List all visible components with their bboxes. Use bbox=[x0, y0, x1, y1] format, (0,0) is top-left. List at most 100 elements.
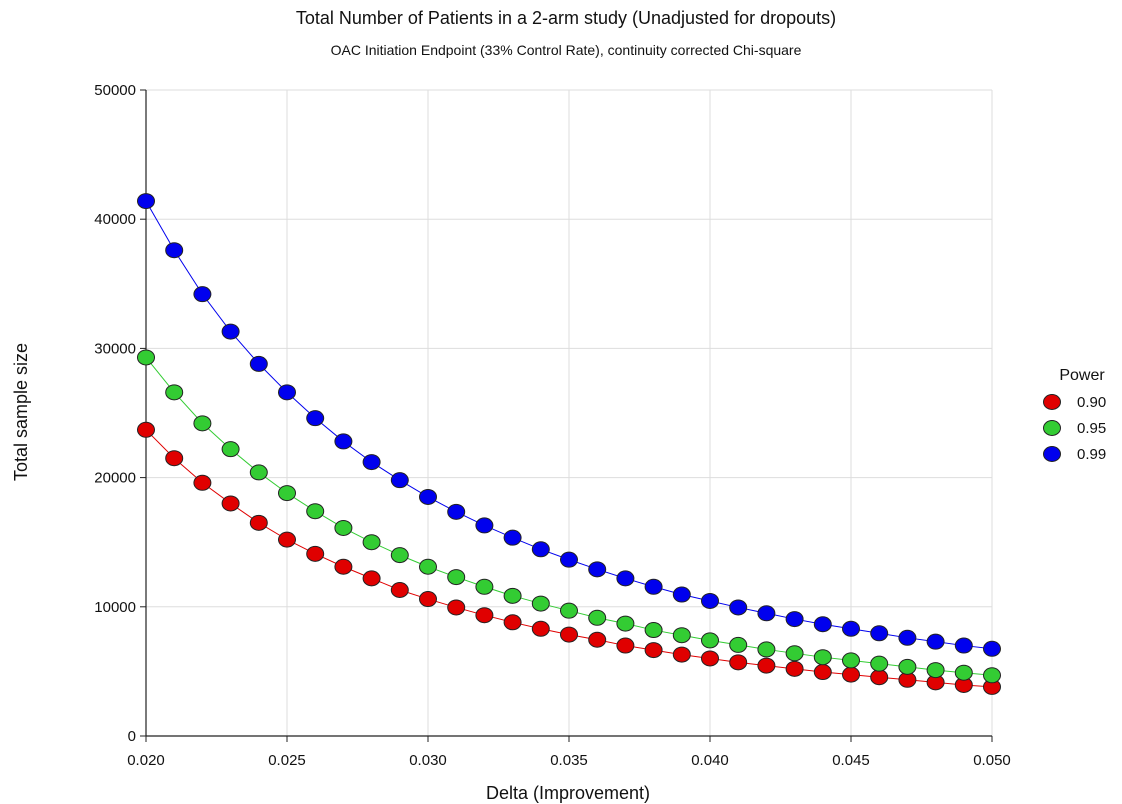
data-point-0.99 bbox=[729, 599, 748, 616]
data-point-0.99 bbox=[560, 551, 578, 568]
data-point-0.90 bbox=[785, 660, 804, 677]
data-point-0.90 bbox=[362, 570, 381, 587]
data-point-0.95 bbox=[926, 662, 945, 679]
data-point-0.99 bbox=[137, 193, 155, 210]
data-point-0.99 bbox=[475, 517, 494, 534]
data-point-0.95 bbox=[701, 632, 719, 649]
data-point-0.95 bbox=[954, 664, 973, 681]
legend-marker-0.90 bbox=[1043, 394, 1061, 410]
data-point-0.99 bbox=[193, 286, 212, 303]
x-tick-label: 0.040 bbox=[691, 752, 729, 769]
data-point-0.95 bbox=[644, 622, 663, 639]
x-tick-label: 0.035 bbox=[550, 752, 588, 769]
data-point-0.90 bbox=[193, 474, 212, 491]
data-point-0.99 bbox=[701, 592, 719, 609]
data-point-0.95 bbox=[785, 645, 804, 662]
data-point-0.90 bbox=[842, 666, 860, 683]
data-point-0.90 bbox=[588, 631, 607, 648]
data-point-0.99 bbox=[954, 637, 973, 654]
data-point-0.95 bbox=[983, 667, 1001, 684]
series-group bbox=[137, 193, 1001, 695]
grid bbox=[146, 89, 993, 736]
data-point-0.99 bbox=[419, 488, 437, 505]
legend-marker-0.95 bbox=[1043, 420, 1061, 436]
legend: Power 0.90 0.95 0.99 bbox=[1043, 367, 1106, 463]
data-point-0.95 bbox=[729, 636, 748, 653]
x-tick-label: 0.025 bbox=[268, 752, 306, 769]
axes: 0.020 0.025 0.030 0.035 0.040 0.045 0.050 0 1000… bbox=[94, 82, 1010, 769]
data-point-0.95 bbox=[390, 547, 409, 564]
data-point-0.99 bbox=[644, 578, 663, 595]
data-point-0.90 bbox=[757, 657, 776, 674]
data-point-0.99 bbox=[588, 561, 607, 578]
data-point-0.95 bbox=[362, 534, 381, 551]
data-point-0.90 bbox=[644, 642, 663, 659]
y-axis-title: Total sample size bbox=[11, 343, 31, 481]
data-point-0.99 bbox=[362, 454, 381, 471]
data-point-0.95 bbox=[813, 649, 832, 666]
data-point-0.99 bbox=[813, 616, 832, 633]
data-point-0.95 bbox=[842, 652, 860, 669]
data-point-0.99 bbox=[278, 384, 296, 401]
data-point-0.95 bbox=[531, 595, 550, 612]
data-point-0.99 bbox=[926, 633, 945, 650]
data-point-0.90 bbox=[729, 654, 748, 671]
data-point-0.95 bbox=[503, 587, 522, 604]
data-point-0.95 bbox=[419, 558, 437, 575]
data-point-0.99 bbox=[447, 503, 466, 520]
data-point-0.99 bbox=[531, 541, 550, 558]
data-point-0.99 bbox=[390, 472, 409, 489]
data-point-0.99 bbox=[842, 620, 860, 637]
data-point-0.95 bbox=[898, 658, 917, 675]
data-point-0.99 bbox=[983, 640, 1001, 657]
data-point-0.90 bbox=[165, 450, 184, 467]
data-point-0.95 bbox=[334, 519, 353, 536]
y-tick-label: 30000 bbox=[94, 340, 136, 357]
data-point-0.95 bbox=[306, 503, 325, 520]
legend-title: Power bbox=[1059, 367, 1105, 384]
data-point-0.95 bbox=[165, 384, 184, 401]
data-point-0.90 bbox=[137, 421, 155, 438]
data-point-0.99 bbox=[898, 629, 917, 646]
data-point-0.90 bbox=[334, 558, 353, 575]
x-axis-title: Delta (Improvement) bbox=[486, 783, 650, 803]
y-tick-label: 20000 bbox=[94, 470, 136, 487]
legend-marker-0.99 bbox=[1043, 446, 1061, 462]
data-point-0.95 bbox=[193, 415, 212, 432]
data-point-0.99 bbox=[306, 410, 325, 427]
data-point-0.95 bbox=[249, 464, 268, 481]
data-point-0.99 bbox=[870, 625, 889, 642]
data-point-0.95 bbox=[475, 578, 494, 595]
legend-label: 0.95 bbox=[1077, 420, 1106, 437]
data-point-0.90 bbox=[447, 599, 466, 616]
data-point-0.99 bbox=[616, 570, 635, 587]
data-point-0.90 bbox=[560, 626, 578, 643]
data-point-0.95 bbox=[757, 641, 776, 658]
y-tick-label: 10000 bbox=[94, 599, 136, 616]
data-point-0.95 bbox=[278, 485, 296, 502]
data-point-0.90 bbox=[672, 646, 691, 663]
y-tick-label: 0 bbox=[128, 728, 136, 745]
chart-title: Total Number of Patients in a 2-arm stud… bbox=[296, 8, 836, 28]
data-point-0.90 bbox=[531, 620, 550, 637]
data-point-0.99 bbox=[221, 323, 240, 340]
data-point-0.90 bbox=[306, 545, 325, 562]
data-point-0.95 bbox=[560, 602, 578, 619]
data-point-0.90 bbox=[419, 591, 437, 608]
data-point-0.95 bbox=[672, 627, 691, 644]
x-tick-label: 0.050 bbox=[973, 752, 1011, 769]
data-point-0.95 bbox=[137, 349, 155, 366]
data-point-0.90 bbox=[616, 637, 635, 654]
x-tick-label: 0.020 bbox=[127, 752, 165, 769]
data-point-0.90 bbox=[221, 495, 240, 512]
x-tick-label: 0.045 bbox=[832, 752, 870, 769]
data-point-0.95 bbox=[447, 569, 466, 586]
data-point-0.90 bbox=[813, 664, 832, 681]
data-point-0.90 bbox=[249, 514, 268, 531]
data-point-0.95 bbox=[870, 655, 889, 672]
data-point-0.90 bbox=[503, 614, 522, 631]
data-point-0.99 bbox=[672, 586, 691, 603]
data-point-0.95 bbox=[221, 441, 240, 458]
data-point-0.99 bbox=[334, 433, 353, 450]
